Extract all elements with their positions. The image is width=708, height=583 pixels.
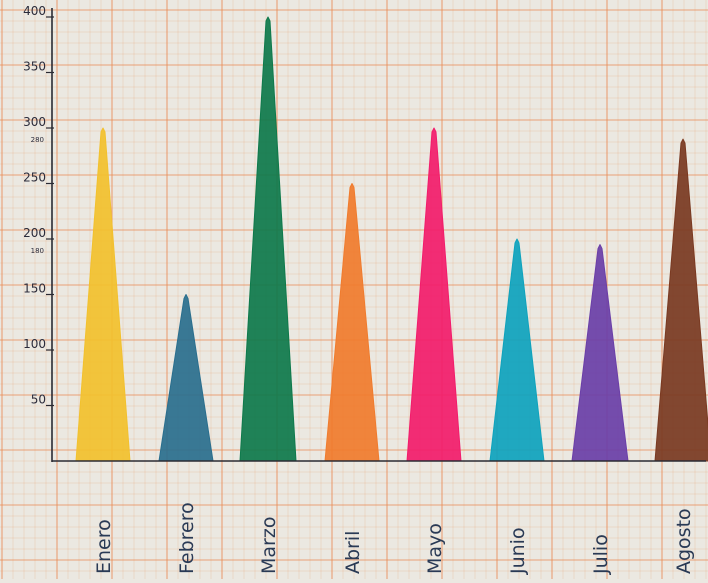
y-tick-label: 300: [23, 115, 46, 129]
x-tick-labels: Enero Febrero Marzo Abril Mayo Junio Julio Agos…: [93, 502, 695, 575]
y-minor-tick-label: 280: [31, 136, 44, 144]
y-tick-label: 250: [23, 171, 46, 185]
y-tick-label: 200: [23, 226, 46, 240]
y-tick-label: 150: [23, 282, 46, 296]
x-tick-label: Abril: [342, 531, 364, 574]
x-tick-label: Junio: [507, 527, 529, 575]
x-tick-label: Marzo: [258, 517, 280, 574]
bars: [75, 16, 708, 462]
y-tick-label: 50: [31, 393, 46, 407]
x-tick-label: Febrero: [176, 502, 198, 574]
y-tick-label: 100: [23, 337, 46, 351]
y-tick-label: 400: [23, 4, 46, 18]
y-tick-labels: 50 100 150 200 250 300 350 400 180 280: [23, 4, 46, 407]
x-tick-label: Agosto: [673, 508, 695, 574]
axes: [46, 8, 706, 462]
y-minor-tick-label: 180: [31, 247, 44, 255]
x-tick-label: Julio: [590, 534, 612, 575]
y-tick-label: 350: [23, 60, 46, 74]
x-tick-label: Mayo: [424, 523, 446, 574]
x-tick-label: Enero: [93, 519, 115, 574]
